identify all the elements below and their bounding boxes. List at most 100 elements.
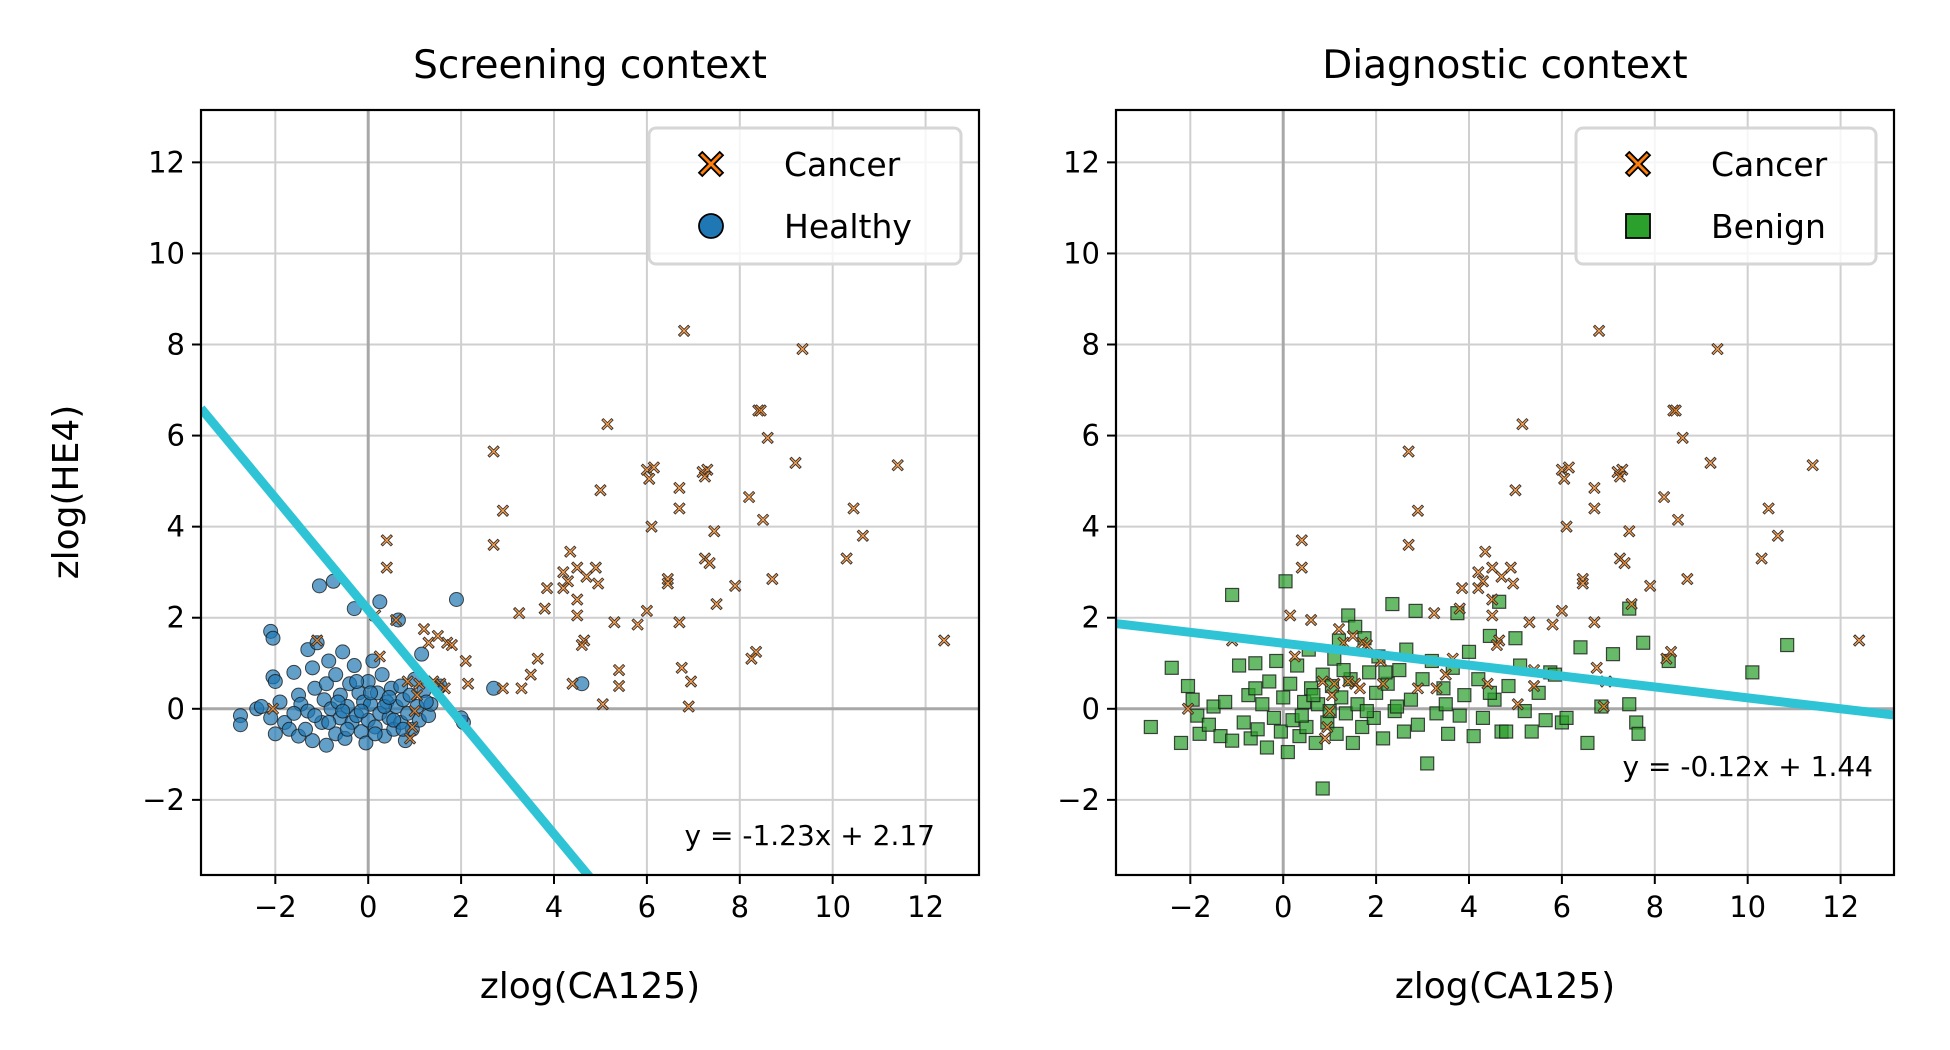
cancer-point <box>1318 732 1332 745</box>
benign-point <box>1248 656 1263 671</box>
cancer-point <box>675 661 688 675</box>
cancer-point <box>673 616 686 629</box>
cancer-point <box>612 679 626 693</box>
x-tick-label: 10 <box>814 890 851 924</box>
benign-point <box>1273 724 1288 739</box>
benign-point <box>1329 726 1344 741</box>
benign-point <box>1438 697 1453 712</box>
legend-benign-icon <box>1625 213 1651 239</box>
x-tick-label: 0 <box>359 890 377 924</box>
benign-point <box>1278 574 1293 589</box>
cancer-point <box>1576 577 1590 590</box>
cancer-point <box>1325 688 1339 702</box>
cancer-point <box>1806 458 1819 472</box>
healthy-point <box>414 646 430 662</box>
cancer-point <box>1671 513 1685 527</box>
benign-point <box>1385 596 1400 612</box>
x-axis-label: zlog(CA125) <box>1395 966 1615 1007</box>
cancer-point <box>673 481 686 495</box>
cancer-point <box>1411 504 1425 517</box>
cancer-point <box>1669 404 1682 417</box>
healthy-point <box>286 705 302 721</box>
cancer-point <box>1342 675 1355 688</box>
cancer-point <box>840 552 853 565</box>
cancer-point <box>531 652 544 665</box>
cancer-point <box>1509 483 1522 497</box>
benign-point <box>1457 688 1472 703</box>
legend-cancer-icon <box>1624 150 1652 178</box>
y-tick-label: 0 <box>167 692 185 726</box>
x-tick-label: 12 <box>907 890 944 924</box>
cancer-point <box>1852 634 1866 647</box>
y-tick-label: 10 <box>148 236 185 270</box>
cancer-point <box>1181 702 1195 716</box>
cancer-point <box>1490 638 1504 652</box>
cancer-point <box>1376 677 1390 690</box>
cancer-point <box>745 652 758 665</box>
cancer-point <box>1430 682 1443 695</box>
cancer-point <box>570 561 584 574</box>
healthy-point <box>298 721 314 737</box>
benign-point <box>1622 601 1637 616</box>
cancer-point <box>796 342 809 356</box>
y-tick-label: 2 <box>1082 601 1100 635</box>
cancer-point <box>1481 677 1494 690</box>
cancer-point <box>403 732 417 745</box>
benign-point <box>1531 685 1546 700</box>
y-tick-label: 12 <box>148 145 185 179</box>
y-tick-label: −2 <box>142 783 185 817</box>
cancer-point <box>608 616 621 629</box>
cancer-point <box>640 604 654 618</box>
benign-point <box>1636 635 1651 650</box>
benign-point <box>1559 710 1574 726</box>
cancer-point <box>410 688 424 702</box>
benign-point <box>1745 665 1760 680</box>
benign-point <box>1573 640 1588 655</box>
cancer-point <box>1504 561 1518 574</box>
legend: Cancer Healthy <box>647 126 963 266</box>
benign-point <box>1262 674 1277 689</box>
benign-point <box>1359 703 1374 719</box>
x-tick-label: −2 <box>1169 890 1212 924</box>
benign-point <box>1236 715 1251 730</box>
healthy-point <box>321 653 337 669</box>
cancer-point <box>728 579 742 593</box>
cancer-point <box>594 483 607 497</box>
cancer-point <box>570 609 584 622</box>
cancer-point <box>1676 431 1689 445</box>
y-tick-label: 6 <box>1082 419 1100 453</box>
cancer-point <box>677 324 691 338</box>
x-tick-label: 6 <box>1553 890 1571 924</box>
cancer-point <box>661 577 675 590</box>
legend-box <box>1574 126 1878 266</box>
healthy-point <box>448 592 464 608</box>
cancer-point <box>1353 682 1367 695</box>
y-tick-label: 6 <box>167 419 185 453</box>
healthy-point <box>335 703 351 719</box>
benign-point <box>1622 697 1637 712</box>
healthy-point <box>349 673 365 689</box>
cancer-point <box>1557 472 1571 486</box>
x-tick-label: 2 <box>452 890 470 924</box>
cancer-point <box>1439 668 1453 681</box>
y-tick-label: −2 <box>1057 783 1100 817</box>
benign-point <box>1255 697 1270 712</box>
legend-box <box>647 126 963 266</box>
benign-point <box>1336 662 1351 678</box>
benign-point <box>1499 724 1514 739</box>
cancer-point <box>1562 461 1576 474</box>
cancer-point <box>564 545 577 558</box>
cancer-point <box>761 431 774 445</box>
cancer-point <box>631 618 644 631</box>
cancer-point <box>1288 650 1302 663</box>
cancer-point <box>708 524 721 538</box>
benign-point <box>1276 690 1291 705</box>
cancer-point <box>373 650 387 663</box>
healthy-point <box>309 635 325 651</box>
cancer-point <box>601 417 614 431</box>
benign-point <box>1408 603 1423 618</box>
y-tick-label: 10 <box>1063 236 1100 270</box>
cancer-point <box>540 581 554 595</box>
cancer-point <box>766 572 779 586</box>
benign-point <box>1173 735 1189 751</box>
